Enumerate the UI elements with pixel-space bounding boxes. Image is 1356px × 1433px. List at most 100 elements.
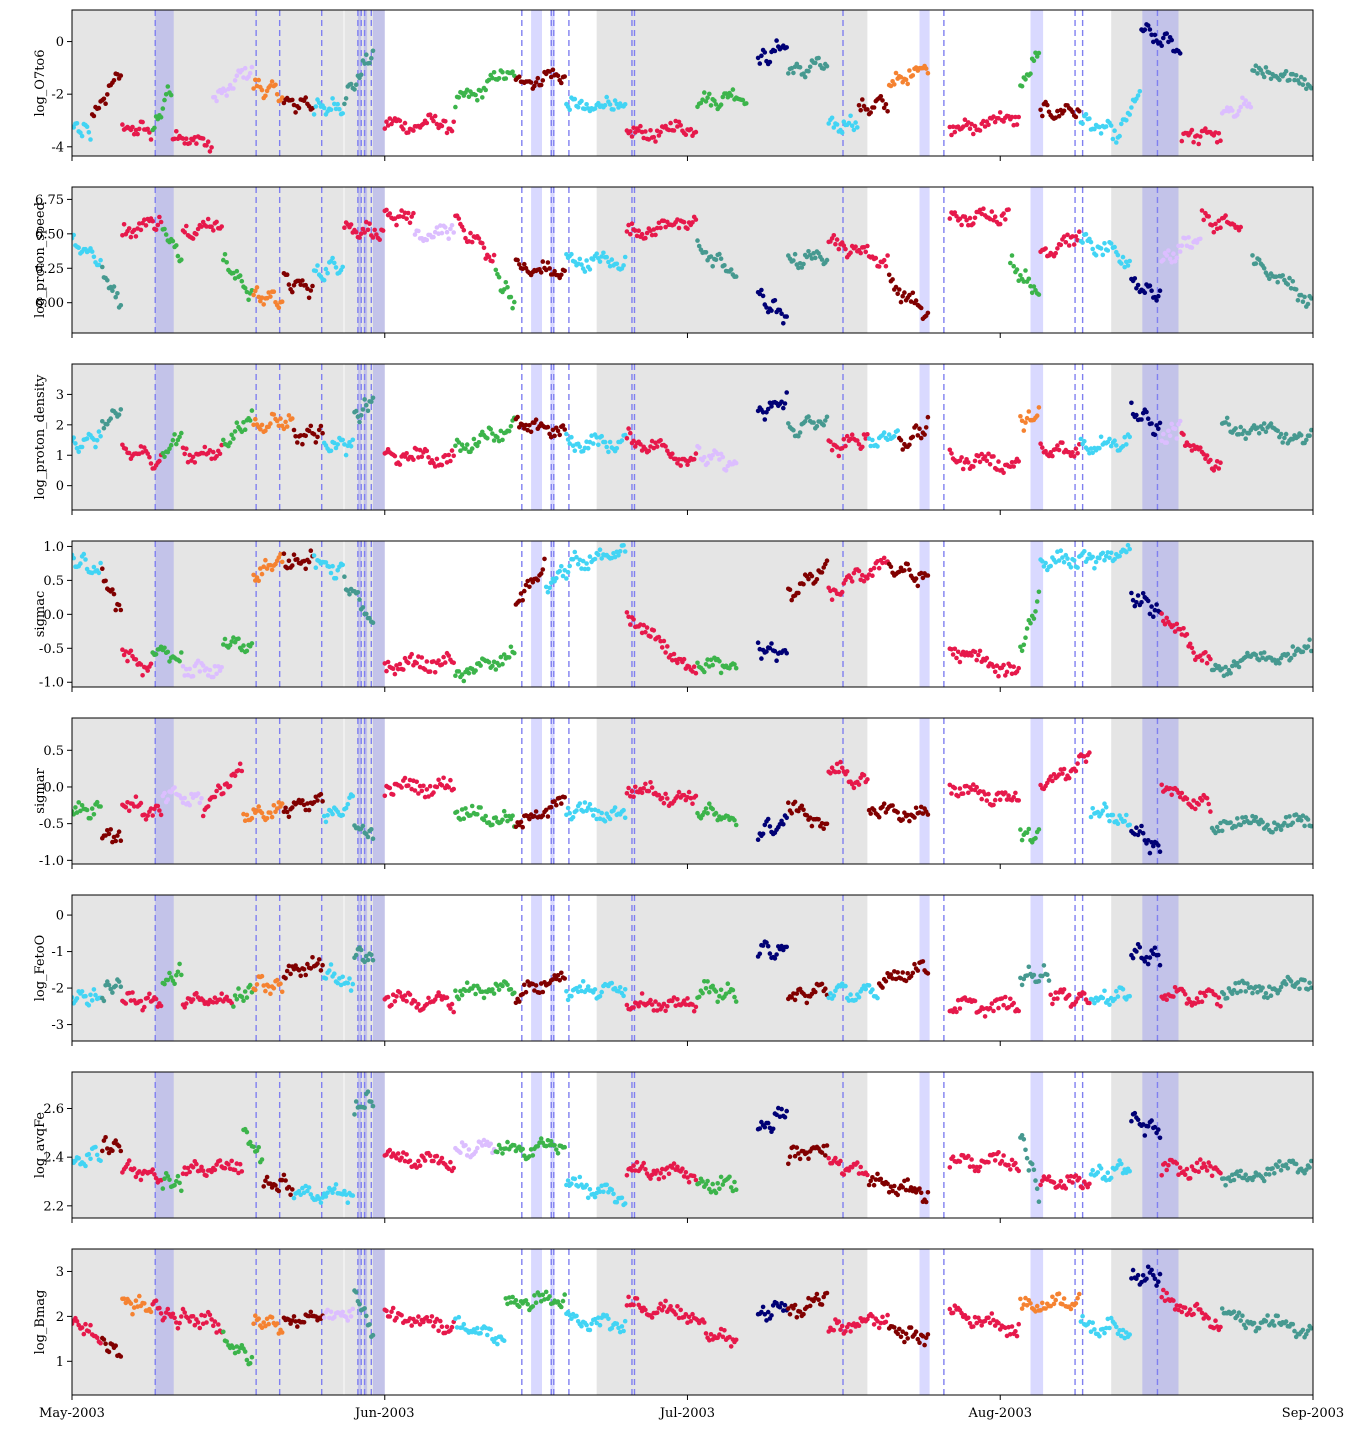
data-point (973, 999, 978, 1004)
data-point (103, 1135, 108, 1140)
data-point (393, 454, 398, 459)
data-point (209, 145, 214, 150)
data-point (998, 798, 1003, 803)
data-point (475, 98, 480, 103)
data-point (273, 1183, 278, 1188)
data-point (1129, 591, 1134, 596)
data-point (98, 804, 103, 809)
data-point (492, 991, 497, 996)
data-point (531, 1153, 536, 1158)
data-point (177, 962, 182, 967)
data-point (1277, 661, 1282, 666)
data-point (766, 817, 771, 822)
data-point (584, 258, 589, 263)
data-point (663, 792, 668, 797)
data-point (314, 104, 319, 109)
data-point (566, 998, 571, 1003)
data-point (187, 667, 192, 672)
data-point (1134, 825, 1139, 830)
data-point (815, 577, 820, 582)
data-point (1159, 783, 1164, 788)
data-point (334, 576, 339, 581)
data-point (641, 1161, 646, 1166)
data-point (628, 232, 633, 237)
data-point (1023, 268, 1028, 273)
data-point (623, 255, 628, 260)
data-point (1112, 438, 1117, 443)
data-point (880, 98, 885, 103)
data-point (539, 1136, 544, 1141)
data-point (1060, 440, 1065, 445)
data-point (889, 564, 894, 569)
data-point (810, 824, 815, 829)
data-point (322, 278, 327, 283)
data-point (504, 280, 509, 285)
data-point (705, 811, 710, 816)
data-point (208, 668, 213, 673)
data-point (1127, 112, 1132, 117)
data-point (732, 818, 737, 823)
data-point (1275, 429, 1280, 434)
data-point (1127, 994, 1132, 999)
data-point (1067, 993, 1072, 998)
data-point (714, 257, 719, 262)
data-point (1099, 246, 1104, 251)
data-point (1156, 843, 1161, 848)
data-point (1072, 558, 1077, 563)
data-point (820, 570, 825, 575)
data-point (593, 557, 598, 562)
data-point (554, 803, 559, 808)
data-point (722, 263, 727, 268)
data-point (463, 1143, 468, 1148)
data-point (1250, 991, 1255, 996)
data-point (900, 970, 905, 975)
data-point (1027, 965, 1032, 970)
data-point (292, 1196, 297, 1201)
data-point (850, 579, 855, 584)
data-point (354, 409, 359, 414)
data-point (1169, 38, 1174, 43)
data-point (618, 985, 623, 990)
y-tick-label: -1 (51, 945, 64, 960)
data-point (978, 460, 983, 465)
data-point (1037, 979, 1042, 984)
data-point (694, 1005, 699, 1010)
data-point (224, 93, 229, 98)
data-point (914, 423, 919, 428)
data-point (657, 1177, 662, 1182)
data-point (1003, 217, 1008, 222)
data-point (307, 296, 312, 301)
data-point (191, 674, 196, 679)
data-point (911, 73, 916, 78)
data-point (726, 981, 731, 986)
data-point (761, 832, 766, 837)
data-point (1299, 818, 1304, 823)
data-point (490, 987, 495, 992)
data-point (961, 791, 966, 796)
data-point (1153, 946, 1158, 951)
data-point (1284, 432, 1289, 437)
data-point (1169, 422, 1174, 427)
data-point (319, 792, 324, 797)
data-point (788, 1154, 793, 1159)
data-point (361, 824, 366, 829)
data-point (399, 1156, 404, 1161)
data-point (224, 260, 229, 265)
data-point (968, 216, 973, 221)
data-point (630, 789, 635, 794)
data-point (201, 1168, 206, 1173)
data-point (98, 258, 103, 263)
data-point (993, 798, 998, 803)
data-point (1082, 991, 1087, 996)
data-point (588, 1187, 593, 1192)
data-point (201, 814, 206, 819)
data-point (450, 129, 455, 134)
data-point (457, 669, 462, 674)
data-point (604, 1183, 609, 1188)
data-point (218, 452, 223, 457)
data-point (330, 96, 335, 101)
data-point (362, 397, 367, 402)
data-point (280, 990, 285, 995)
data-point (260, 88, 265, 93)
